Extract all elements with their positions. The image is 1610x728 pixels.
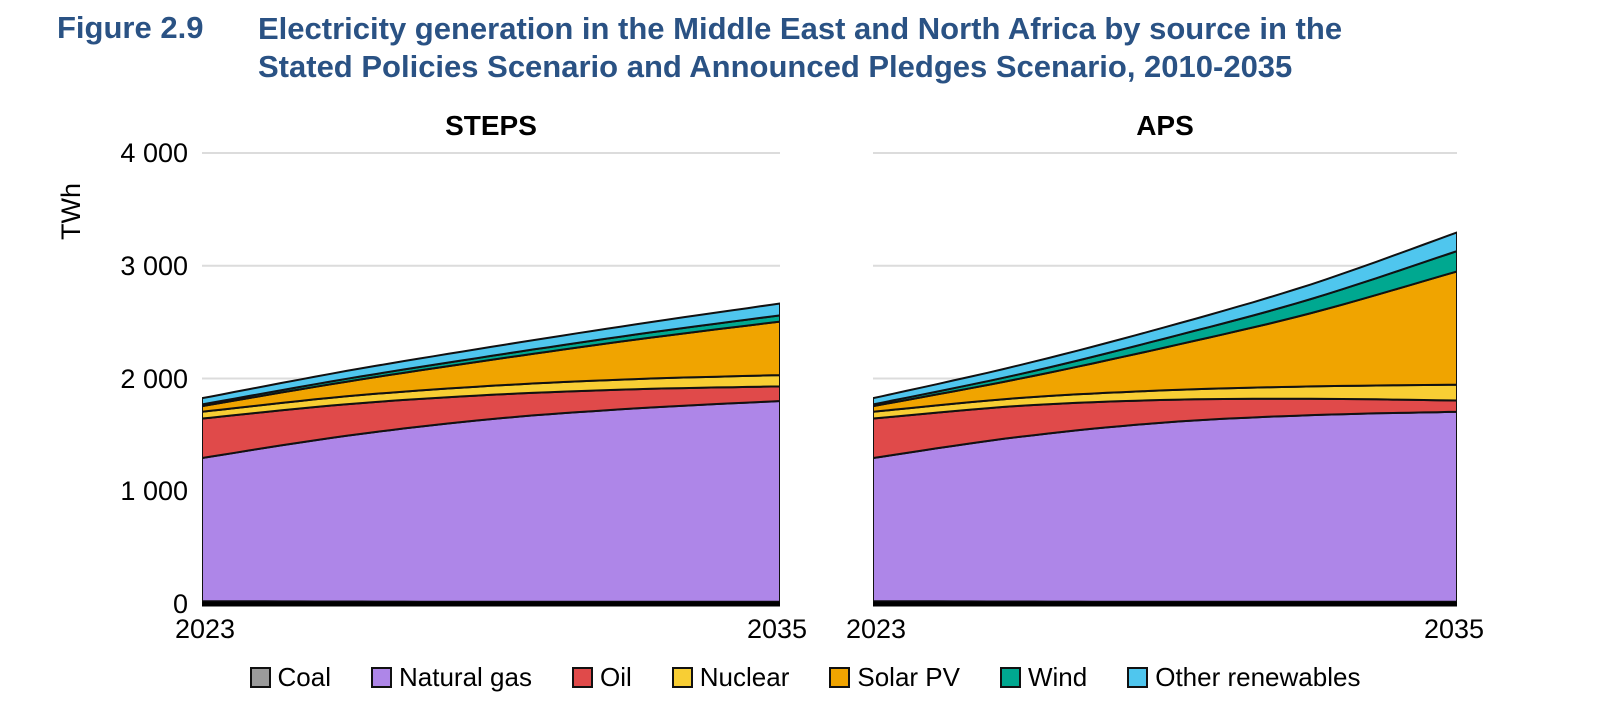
x-axis-tick-label: 2023 [845,614,907,644]
aps-stacked-area-chart [873,152,1457,607]
legend-item: Nuclear [671,662,790,693]
legend-swatch-coal [249,667,271,688]
legend-label: Oil [599,662,632,692]
legend-swatch-natural-gas [371,667,393,688]
legend-label: Natural gas [399,662,532,692]
figure-title: Electricity generation in the Middle Eas… [258,10,1588,86]
y-axis-unit-label: TWh [56,183,86,240]
y-axis-tick-label: 2 000 [120,363,188,394]
figure-label: Figure 2.9 [57,10,204,45]
legend-item: Other renewables [1127,662,1360,693]
panel-title-steps: STEPS [445,110,537,141]
y-axis-tick-label: 0 [172,589,188,619]
legend-item: Natural gas [371,662,532,693]
panel-title-aps: APS [1136,110,1194,141]
x-axis-tick-label: 2023 [174,614,236,644]
legend-swatch-solar-pv [829,667,851,688]
legend-label: Coal [277,662,332,692]
legend-swatch-wind [999,667,1021,688]
area-band-other-renewables [873,231,1457,406]
area-band-other-renewables [202,302,780,406]
figure-title-line-1: Electricity generation in the Middle Eas… [258,11,1343,46]
legend-swatch-other-renewables [1127,667,1149,688]
legend-label: Solar PV [857,662,960,692]
x-axis-tick-label: 2035 [746,614,808,644]
y-axis-tick-label: 1 000 [120,476,188,507]
y-axis-tick-label: 3 000 [120,250,188,281]
legend: Coal Natural gas Oil Nuclear Solar PV Wind Oth… [0,662,1610,693]
legend-item: Solar PV [829,662,960,693]
legend-swatch-oil [571,667,593,688]
legend-label: Nuclear [699,662,790,692]
figure-title-line-2: Stated Policies Scenario and Announced P… [258,49,1293,84]
legend-item: Oil [571,662,632,693]
legend-item: Wind [999,662,1088,693]
y-axis-tick-label: 4 000 [120,138,188,168]
legend-swatch-nuclear [671,667,693,688]
x-axis-tick-label: 2035 [1423,614,1485,644]
steps-stacked-area-chart [202,152,780,607]
legend-label: Other renewables [1155,662,1361,692]
legend-label: Wind [1027,662,1088,692]
legend-item: Coal [249,662,332,693]
